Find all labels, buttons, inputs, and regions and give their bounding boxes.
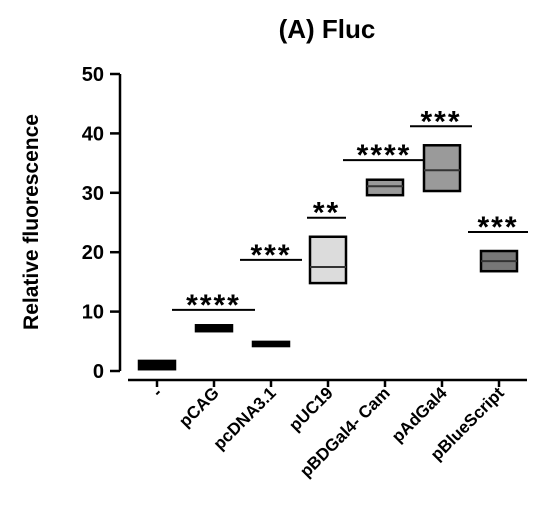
y-tick-label: 10	[82, 302, 104, 324]
y-tick-label: 50	[82, 64, 104, 86]
significance-label: ****	[186, 289, 241, 322]
significance-label: ***	[420, 105, 461, 138]
significance-label: ***	[250, 239, 291, 272]
y-axis-label: Relative fluorescence	[20, 114, 43, 330]
x-tick-label: pUC19	[285, 383, 337, 435]
significance-label: ***	[477, 211, 518, 244]
range-box	[365, 178, 405, 197]
range-box	[308, 235, 348, 285]
y-tick-label: 0	[93, 361, 104, 383]
x-tick-label: pCAG	[175, 383, 222, 430]
y-tick-label: 30	[82, 183, 104, 205]
y-tick-label: 20	[82, 242, 104, 264]
range-box	[422, 144, 462, 193]
significance-label: **	[313, 197, 340, 230]
y-tick-label: 40	[82, 123, 104, 145]
significance-label: ****	[357, 139, 412, 172]
x-tick-label: pcDNA3.1	[210, 383, 280, 453]
chart-title: (A) Fluc	[279, 14, 376, 44]
